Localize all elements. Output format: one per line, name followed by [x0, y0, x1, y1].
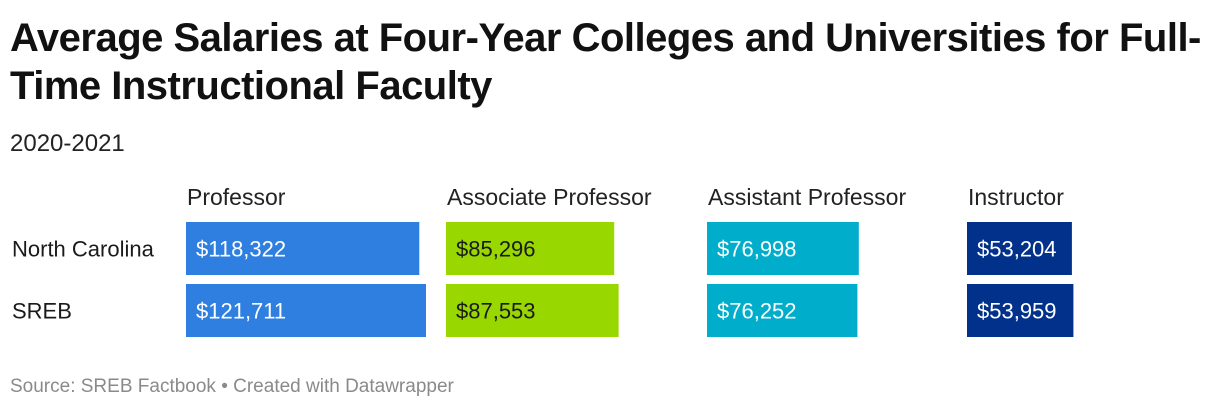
- value-label-assistant-professor-sreb: $76,252: [717, 299, 797, 324]
- value-label-associate-professor-north-carolina: $85,296: [456, 237, 536, 262]
- bar-assistant-professor-north-carolina: [707, 222, 859, 275]
- value-label-instructor-north-carolina: $53,204: [977, 237, 1057, 262]
- salary-bar-chart: North Carolina SREB Professor $118,322 $121,…: [12, 184, 1074, 337]
- row-label-north-carolina: North Carolina: [12, 237, 155, 262]
- row-label-sreb: SREB: [12, 299, 72, 324]
- bar-instructor-sreb: [967, 284, 1074, 337]
- bar-professor-sreb: [186, 284, 426, 337]
- column-label-associate-professor: Associate Professor: [447, 184, 652, 210]
- bar-professor-north-carolina: [186, 222, 420, 275]
- value-label-associate-professor-sreb: $87,553: [456, 299, 536, 324]
- bar-instructor-north-carolina: [967, 222, 1072, 275]
- value-label-professor-north-carolina: $118,322: [196, 237, 286, 262]
- bar-associate-professor-sreb: [446, 284, 619, 337]
- column-label-assistant-professor: Assistant Professor: [708, 184, 906, 210]
- value-label-instructor-sreb: $53,959: [977, 299, 1057, 324]
- bar-assistant-professor-sreb: [707, 284, 858, 337]
- chart-subtitle: 2020-2021: [10, 130, 125, 157]
- value-label-assistant-professor-north-carolina: $76,998: [717, 237, 797, 262]
- column-label-professor: Professor: [187, 184, 286, 210]
- value-label-professor-sreb: $121,711: [196, 299, 286, 324]
- chart-title: Average Salaries at Four-Year Colleges a…: [10, 16, 1201, 108]
- bar-associate-professor-north-carolina: [446, 222, 615, 275]
- source-note: Source: SREB Factbook • Created with Dat…: [10, 376, 454, 397]
- column-label-instructor: Instructor: [968, 184, 1064, 210]
